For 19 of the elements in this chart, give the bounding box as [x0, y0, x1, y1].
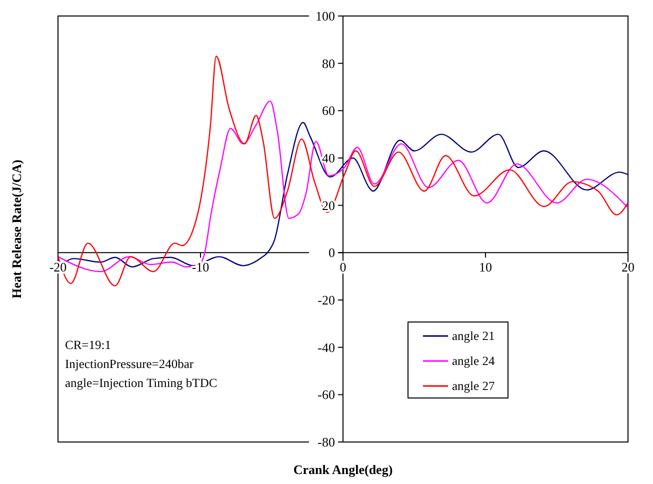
y-tick-label: 40 [322, 150, 335, 166]
legend-label: angle 27 [452, 379, 495, 393]
y-tick-label: 80 [322, 56, 335, 71]
y-axis-title: Heat Release Rate(J/CA) [9, 160, 24, 298]
annotation: angle=Injection Timing bTDC [65, 376, 218, 390]
x-tick-label: 10 [479, 260, 492, 275]
y-tick-label: -20 [318, 292, 335, 308]
y-tick-label: -40 [318, 340, 335, 355]
y-tick-label: 0 [328, 245, 335, 260]
annotation: CR=19:1 [65, 338, 111, 352]
legend-label: angle 21 [452, 329, 495, 343]
annotation: InjectionPressure=240bar [65, 357, 194, 371]
y-tick-label: 100 [316, 8, 335, 24]
x-tick-label: -10 [192, 260, 210, 275]
y-tick-label: -60 [318, 387, 335, 402]
y-tick-label: -80 [318, 434, 335, 450]
y-tick-label: 60 [322, 103, 335, 118]
x-axis-title: Crank Angle(deg) [293, 462, 393, 477]
legend-label: angle 24 [452, 354, 496, 368]
